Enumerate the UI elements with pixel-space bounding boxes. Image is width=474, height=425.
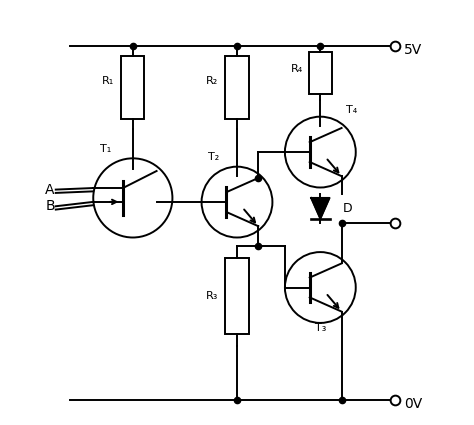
- Text: D: D: [343, 202, 353, 215]
- Text: 0V: 0V: [404, 397, 422, 411]
- Polygon shape: [311, 198, 329, 219]
- Text: T₂: T₂: [209, 153, 220, 162]
- Text: R₄: R₄: [292, 64, 303, 74]
- Bar: [121, 56, 145, 119]
- Text: T₄: T₄: [346, 105, 357, 115]
- Text: A: A: [46, 183, 55, 197]
- Text: R₁: R₁: [102, 76, 114, 86]
- Text: T₃: T₃: [315, 323, 326, 333]
- Text: B: B: [46, 199, 55, 213]
- Text: T₁: T₁: [100, 144, 111, 154]
- Text: R₂: R₂: [206, 76, 218, 86]
- Text: 5V: 5V: [404, 43, 422, 57]
- Text: R₃: R₃: [206, 291, 218, 301]
- Bar: [309, 52, 332, 94]
- Bar: [225, 56, 249, 119]
- Bar: [225, 258, 249, 334]
